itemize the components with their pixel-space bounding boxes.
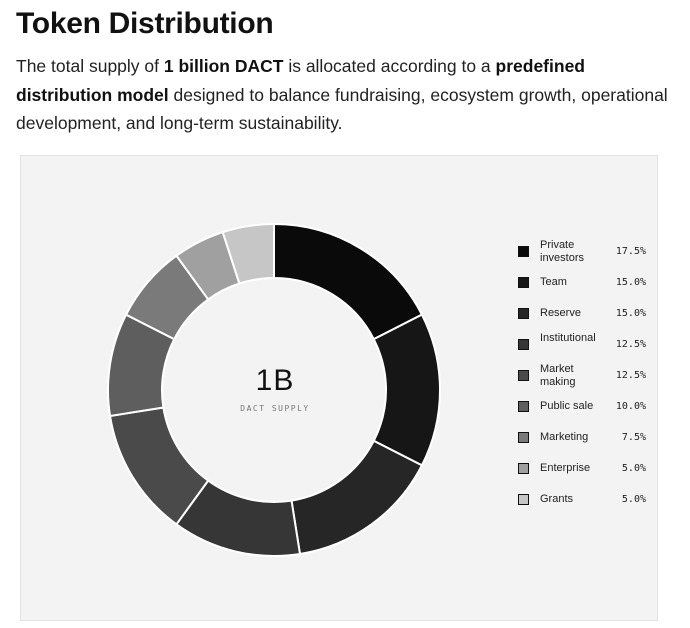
legend-swatch — [518, 463, 529, 474]
legend-value: 5.0% — [621, 494, 646, 505]
intro-emphasis-supply: 1 billion DACT — [163, 56, 284, 76]
donut-chart — [107, 222, 441, 557]
legend-label: Marketing — [540, 431, 589, 443]
intro-paragraph: The total supply of 1 billion DACT is al… — [16, 52, 676, 138]
legend-label: Public sale — [540, 400, 594, 412]
legend-value: 15.0% — [615, 308, 646, 319]
donut-slice — [372, 313, 441, 467]
legend-label: Team — [540, 276, 567, 288]
legend-swatch — [518, 432, 529, 443]
donut-center-value: 1B — [255, 364, 295, 397]
legend-label: Market making — [540, 363, 576, 388]
intro-text: The total supply of — [16, 56, 164, 76]
legend-value: 12.5% — [615, 339, 646, 350]
donut-slice — [221, 222, 275, 285]
legend-label: Institutional — [540, 332, 596, 344]
legend-label: Private investors — [540, 239, 585, 264]
legend-label: Grants — [540, 493, 574, 505]
chart-card: 1B DACT SUPPLY Private investors 17.5% Tea… — [20, 155, 658, 621]
legend-swatch — [518, 277, 529, 288]
legend-item: Reserve 15.0% — [518, 304, 646, 335]
legend-item: Public sale 10.0% — [518, 397, 646, 428]
legend-swatch — [518, 308, 529, 319]
legend-value: 17.5% — [615, 246, 646, 257]
legend-item: Team 15.0% — [518, 273, 646, 304]
donut-slice — [290, 439, 424, 556]
donut-slice — [273, 222, 424, 341]
legend-value: 10.0% — [615, 401, 646, 412]
legend-value: 5.0% — [621, 463, 646, 474]
legend-label: Enterprise — [540, 462, 591, 474]
legend-item: Institutional 12.5% — [518, 332, 646, 366]
legend-value: 12.5% — [615, 370, 646, 381]
donut-center-label: DACT SUPPLY — [240, 404, 310, 413]
legend-item: Enterprise 5.0% — [518, 459, 646, 490]
legend-swatch — [518, 339, 529, 350]
legend-swatch — [518, 370, 529, 381]
legend-label: Reserve — [540, 307, 581, 319]
legend-value: 7.5% — [621, 432, 646, 443]
legend-swatch — [518, 401, 529, 412]
legend-item: Private investors 17.5% — [518, 239, 646, 273]
legend-item: Market making 12.5% — [518, 363, 646, 397]
intro-text: is allocated according to a — [283, 56, 496, 76]
intro-text: designed to balance fundraising, ecosyst… — [16, 84, 668, 134]
legend-item: Grants 5.0% — [518, 490, 646, 521]
legend-item: Marketing 7.5% — [518, 428, 646, 459]
chart-legend: Private investors 17.5% Team 15.0% Reserve 15… — [518, 239, 646, 521]
legend-value: 15.0% — [615, 277, 646, 288]
legend-swatch — [518, 246, 529, 257]
legend-swatch — [518, 494, 529, 505]
page-title: Token Distribution — [16, 7, 274, 40]
intro-emphasis-model: predefined distribution model — [16, 56, 585, 105]
